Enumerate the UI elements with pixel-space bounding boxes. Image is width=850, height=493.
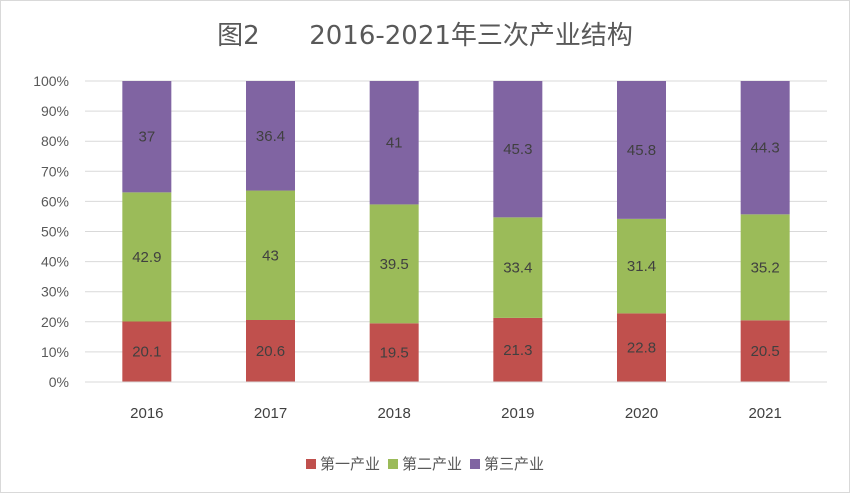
bar-segment (122, 81, 172, 193)
y-tick-label: 20% (41, 314, 69, 330)
bar-segment (369, 204, 419, 324)
y-tick-label: 50% (41, 224, 69, 240)
data-label: 22.8 (627, 340, 656, 357)
bar-segment (493, 217, 543, 318)
bar-segment (246, 319, 295, 382)
x-tick-label: 2017 (254, 405, 287, 422)
bar-segment (246, 81, 295, 191)
data-label: 20.1 (132, 344, 161, 361)
bar-segment (740, 320, 790, 382)
bar-segment (617, 313, 666, 382)
data-label: 33.4 (503, 260, 532, 277)
data-label: 35.2 (751, 259, 780, 276)
legend-label: 第三产业 (484, 455, 545, 473)
bar-segment (122, 192, 172, 322)
y-tick-label: 0% (49, 374, 69, 390)
y-tick-label: 60% (41, 193, 69, 209)
bar-segment (122, 321, 172, 382)
bar-segment (369, 323, 419, 382)
x-tick-label: 2018 (377, 405, 410, 422)
data-label: 20.6 (256, 343, 285, 360)
legend-swatch (305, 459, 316, 469)
x-tick-label: 2020 (625, 405, 658, 422)
data-label: 43 (262, 247, 279, 264)
data-label: 45.8 (627, 142, 656, 159)
y-tick-label: 30% (41, 284, 69, 300)
legend-item: 第二产业 (387, 453, 462, 474)
x-tick-label: 2016 (130, 405, 163, 422)
legend-swatch (470, 459, 480, 469)
bar-segment (369, 81, 419, 205)
x-tick-label: 2021 (748, 405, 781, 422)
y-tick-label: 10% (41, 344, 69, 360)
bar-segment (617, 81, 666, 219)
data-label: 37 (138, 129, 155, 146)
data-label: 31.4 (627, 258, 656, 275)
bar-segment (740, 81, 790, 215)
bar-segment (246, 190, 295, 320)
data-label: 39.5 (380, 256, 409, 273)
data-label: 21.3 (503, 342, 532, 359)
x-tick-label: 2019 (501, 405, 534, 422)
data-label: 45.3 (503, 141, 532, 158)
y-tick-label: 100% (33, 73, 69, 89)
legend-label: 第二产业 (401, 455, 462, 473)
y-tick-label: 40% (41, 254, 69, 270)
legend-item: 第三产业 (470, 453, 544, 474)
legend-swatch (387, 459, 398, 469)
legend-label: 第一产业 (319, 455, 380, 473)
y-tick-label: 80% (41, 133, 69, 149)
bar-segment (740, 214, 790, 321)
bar-segment (493, 81, 543, 218)
data-label: 20.5 (751, 343, 780, 360)
data-label: 44.3 (751, 140, 780, 157)
data-label: 41 (386, 135, 403, 152)
data-label: 36.4 (256, 128, 285, 145)
legend-item: 第一产业 (305, 453, 380, 474)
chart-title: 图2 2016-2021年三次产业结构 (217, 21, 633, 51)
legend: 第一产业 第二产业 第三产业 (1, 453, 849, 474)
y-tick-label: 90% (41, 103, 69, 119)
bar-segment (493, 317, 543, 382)
data-label: 19.5 (380, 345, 409, 362)
data-label: 42.9 (132, 249, 161, 266)
bar-segment (617, 218, 666, 314)
y-tick-label: 70% (41, 163, 69, 179)
